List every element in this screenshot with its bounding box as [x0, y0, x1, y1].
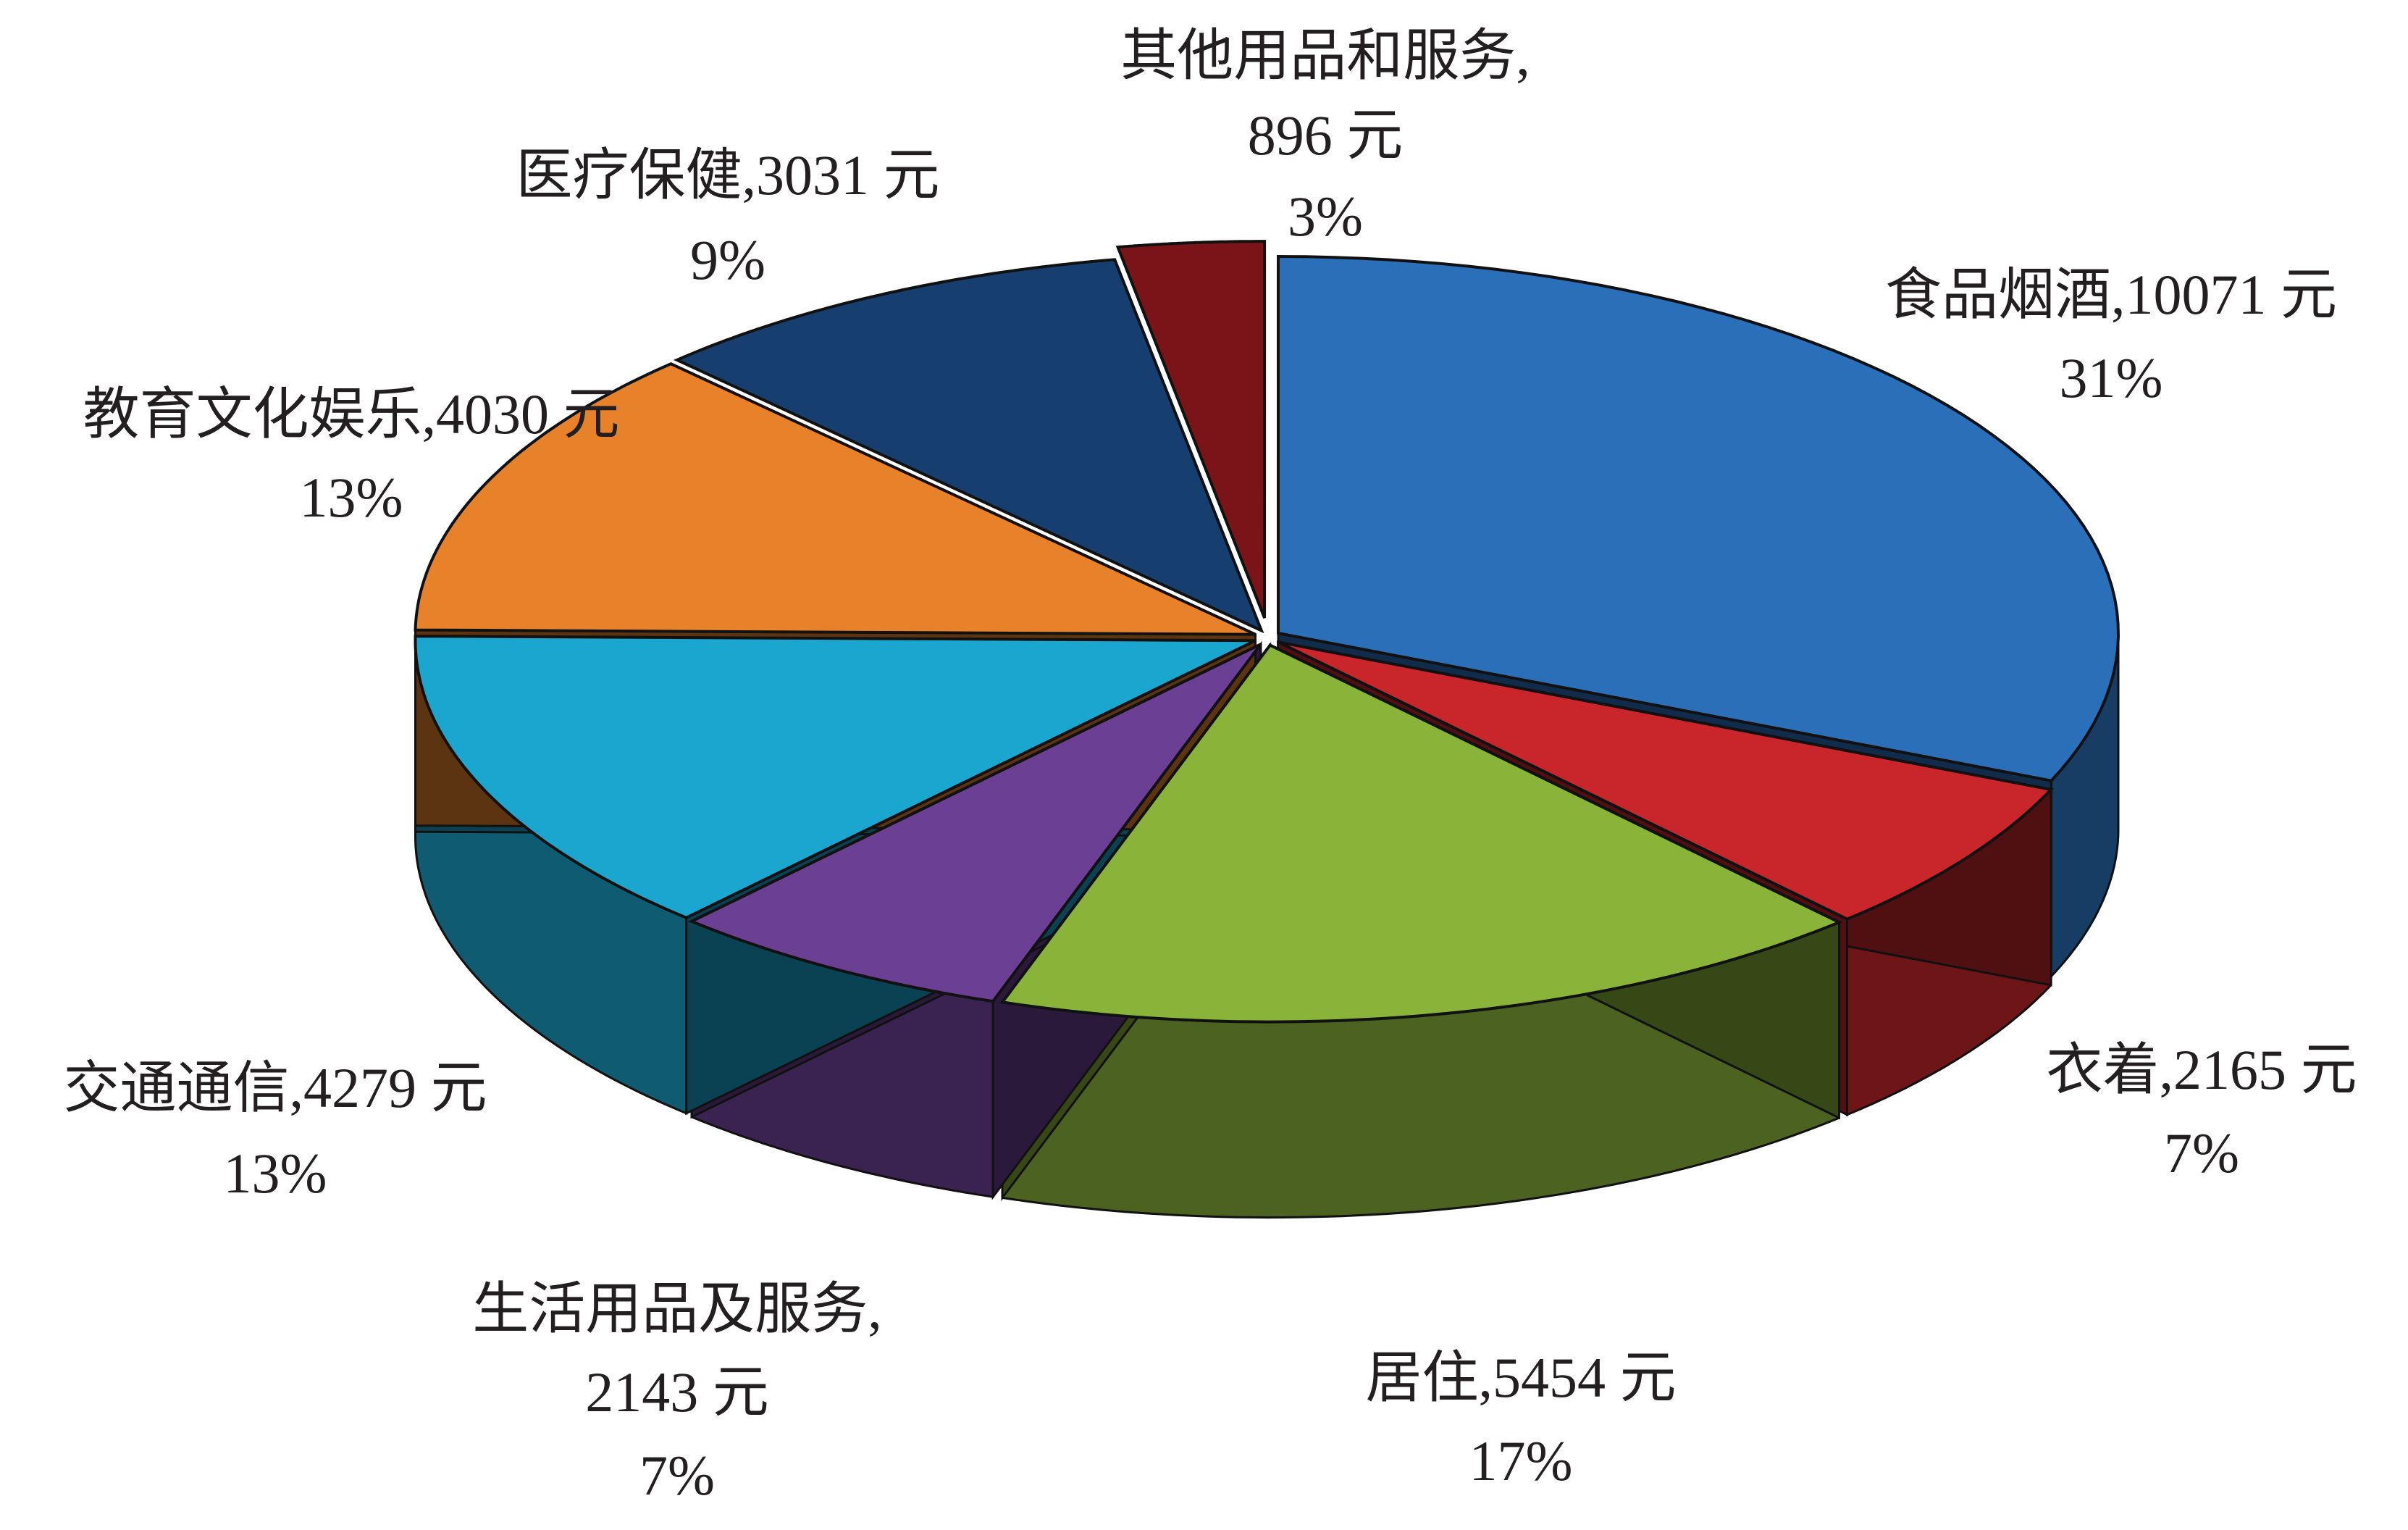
category-label: 衣着, — [2046, 1038, 2173, 1101]
slice-label: 896 元 — [1248, 104, 1404, 167]
value-label: 3031 元 — [756, 143, 940, 206]
slice-label: 7% — [2164, 1121, 2239, 1184]
percent-label: 7% — [639, 1444, 715, 1507]
slice — [1276, 254, 2120, 782]
category-label: 居住, — [1365, 1346, 1493, 1409]
slice-label: 9% — [690, 228, 765, 291]
value-label: 4279 元 — [303, 1056, 487, 1119]
value-label: 2143 元 — [585, 1360, 769, 1424]
percent-label: 3% — [1288, 185, 1363, 248]
slice — [414, 362, 1257, 636]
slice-label: 13% — [224, 1142, 327, 1205]
slice-label: 2143 元 — [585, 1360, 769, 1424]
percent-label: 13% — [300, 466, 403, 529]
value-label: 2165 元 — [2173, 1038, 2357, 1101]
category-label: 食品烟酒, — [1885, 263, 2126, 326]
value-label: 5454 元 — [1493, 1346, 1677, 1409]
slice-label: 衣着,2165 元 — [2046, 1038, 2357, 1101]
category-label: 医疗保健, — [516, 143, 756, 206]
slice — [1115, 240, 1267, 619]
slice — [1277, 640, 2055, 921]
percent-label: 31% — [2060, 346, 2163, 409]
slice-label: 教育文化娱乐,4030 元 — [83, 382, 619, 446]
slice-label: 居住,5454 元 — [1365, 1346, 1676, 1409]
slice-label: 3% — [1288, 185, 1363, 248]
value-label: 4030 元 — [436, 382, 620, 446]
percent-label: 17% — [1469, 1429, 1573, 1492]
slice-label: 医疗保健,3031 元 — [516, 143, 939, 206]
value-label: 896 元 — [1248, 104, 1404, 167]
slice-label: 生活用品及服务, — [472, 1277, 882, 1340]
percent-label: 13% — [224, 1142, 327, 1205]
slice-label: 13% — [300, 466, 403, 529]
slice — [673, 258, 1264, 634]
slice-label: 7% — [639, 1444, 715, 1507]
category-label: 其他用品和服务, — [1120, 24, 1530, 87]
category-label: 生活用品及服务, — [472, 1277, 882, 1340]
slice — [999, 643, 1843, 1024]
slice — [688, 643, 1262, 1003]
slice-label: 其他用品和服务, — [1120, 24, 1530, 87]
slice-label: 食品烟酒,10071 元 — [1885, 263, 2337, 326]
category-label: 交通通信, — [63, 1056, 303, 1119]
percent-label: 7% — [2164, 1121, 2239, 1184]
slice-label: 17% — [1469, 1429, 1573, 1492]
slice — [414, 635, 1257, 919]
slice-label: 交通通信,4279 元 — [63, 1056, 487, 1119]
value-label: 10071 元 — [2126, 263, 2338, 326]
category-label: 教育文化娱乐, — [83, 382, 436, 446]
percent-label: 9% — [690, 228, 765, 291]
slice-label: 31% — [2060, 346, 2163, 409]
